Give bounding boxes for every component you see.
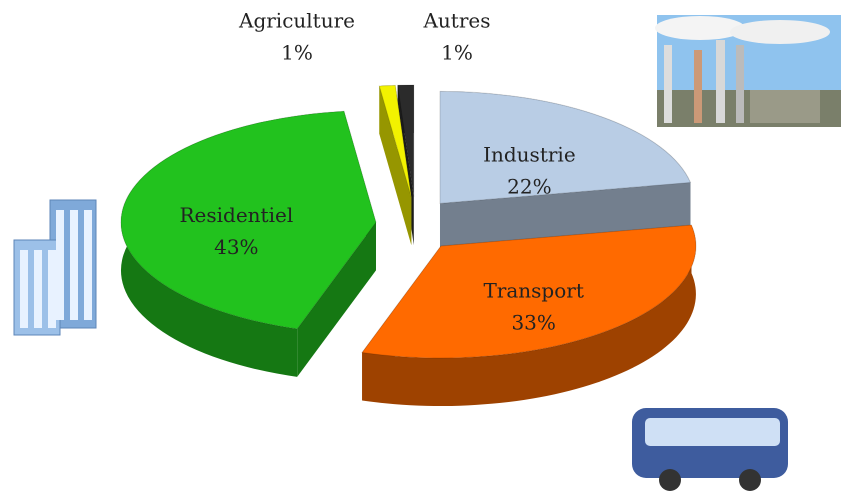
slice-value-label: 33%	[511, 311, 555, 335]
buildings-icon	[14, 200, 96, 335]
slice-label: Industrie	[483, 142, 576, 166]
slice-value-label: 1%	[281, 41, 313, 65]
slice-value-label: 1%	[441, 41, 473, 65]
chart: Industrie 22% Transport 33% Residentiel 43% Ag…	[0, 0, 842, 493]
bus-icon	[632, 408, 788, 491]
page: {"chart_data": {"type": "pie", "categori…	[0, 0, 842, 493]
slice-label: Transport	[483, 279, 583, 303]
factory-icon	[655, 15, 841, 127]
slice-label: Autres	[422, 9, 490, 33]
slice-label: Agriculture	[238, 9, 355, 33]
slice-value-label: 43%	[214, 235, 258, 259]
slice-label: Residentiel	[179, 203, 293, 227]
slice	[440, 91, 690, 251]
slice-value-label: 22%	[507, 174, 551, 198]
